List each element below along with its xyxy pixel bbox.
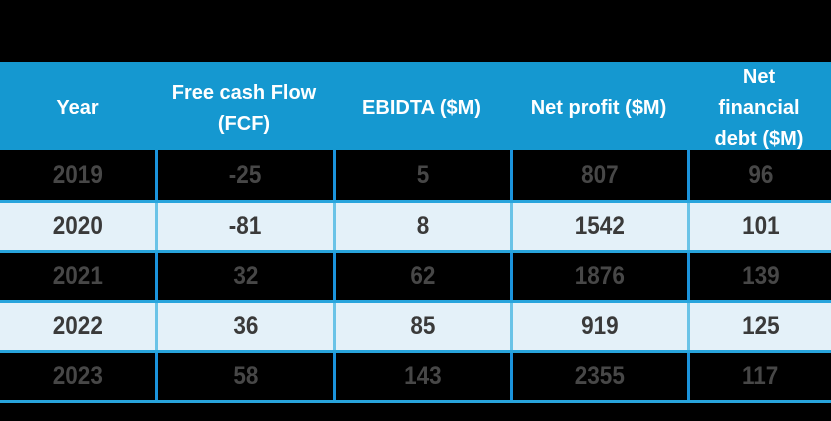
table-cell-fcf: 32 (155, 253, 333, 300)
table-cell-ebidta: 62 (333, 253, 510, 300)
column-header-net-financial-debt: Net financial debt ($M) (714, 66, 804, 150)
table-cell-fcf: -25 (155, 150, 333, 200)
table-row: 2019 -25 5 807 96 (0, 150, 831, 200)
table-cell-net-profit: 807 (510, 150, 687, 200)
table-cell-net-profit: 1876 (510, 253, 687, 300)
table-cell-net-debt: 125 (687, 303, 831, 350)
column-header-year: Year (56, 97, 99, 119)
column-header-free-cash-flow: Free cash Flow (FCF) (171, 81, 317, 135)
table-cell-net-debt: 117 (687, 353, 831, 400)
table-row: 2023 58 143 2355 117 (0, 350, 831, 400)
table-cell-ebidta: 85 (333, 303, 510, 350)
column-header-net-profit: Net profit ($M) (530, 97, 667, 119)
column-header-ebidta: EBIDTA ($M) (362, 97, 481, 119)
table-cell-ebidta: 143 (333, 353, 510, 400)
table-row: 2020 -81 8 1542 101 (0, 200, 831, 250)
table-cell-year: 2020 (52, 212, 103, 240)
table-cell-net-debt: 96 (687, 150, 831, 200)
table-cell-fcf: -81 (155, 203, 333, 250)
financial-table: Year Free cash Flow (FCF) EBIDTA ($M) Ne… (0, 62, 831, 403)
table-cell-net-debt: 139 (687, 253, 831, 300)
bottom-bar (0, 403, 831, 409)
table-cell-net-profit: 919 (510, 303, 687, 350)
table-cell-year: 2022 (52, 312, 103, 340)
table-cell-net-debt: 101 (687, 203, 831, 250)
table-cell-year: 2019 (52, 160, 103, 189)
title-bar (0, 0, 831, 62)
table-cell-net-profit: 1542 (510, 203, 687, 250)
table-cell-year: 2023 (52, 362, 103, 390)
table-cell-fcf: 36 (155, 303, 333, 350)
table-cell-ebidta: 8 (333, 203, 510, 250)
table-body: 2019 -25 5 807 96 2020 -81 8 1542 101 20… (0, 150, 831, 403)
table-cell-ebidta: 5 (333, 150, 510, 200)
table-cell-year: 2021 (52, 262, 103, 290)
table-row: 2021 32 62 1876 139 (0, 250, 831, 300)
table-cell-fcf: 58 (155, 353, 333, 400)
table-header-row: Year Free cash Flow (FCF) EBIDTA ($M) Ne… (0, 62, 831, 150)
table-row: 2022 36 85 919 125 (0, 300, 831, 350)
table-cell-net-profit: 2355 (510, 353, 687, 400)
